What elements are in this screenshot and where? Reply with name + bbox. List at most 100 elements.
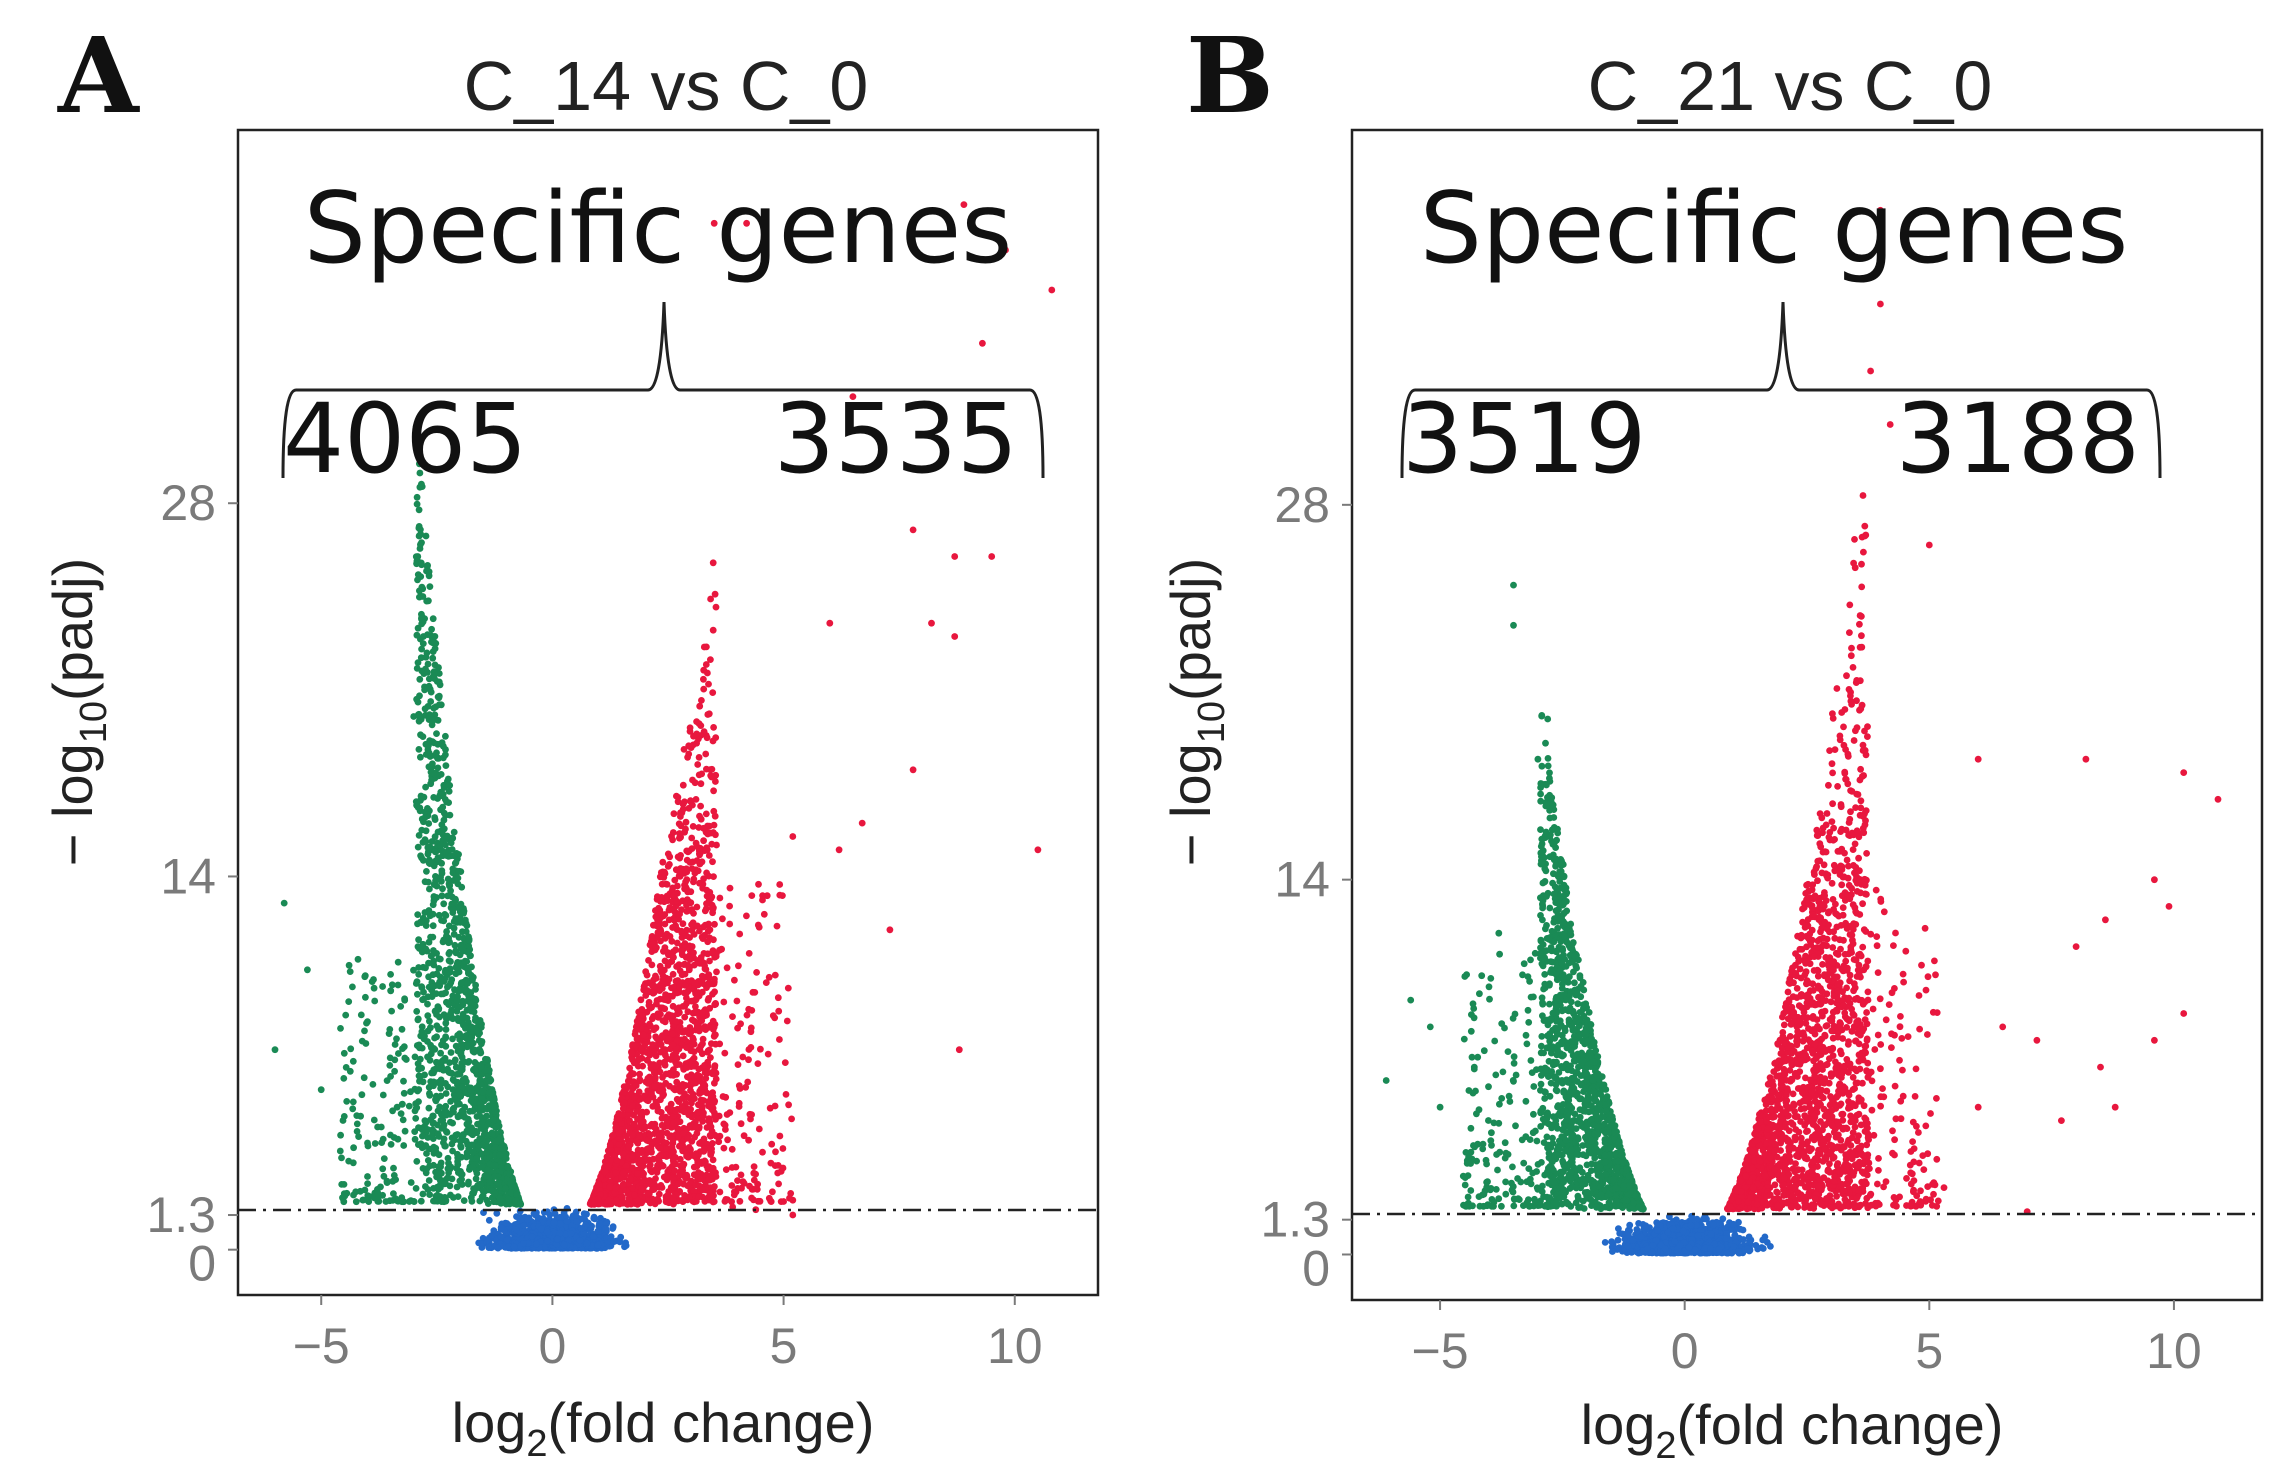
point-down (421, 1071, 428, 1079)
point-up (704, 711, 712, 718)
point-up (690, 1054, 698, 1062)
point-up (646, 1131, 654, 1139)
point-up (737, 1120, 745, 1128)
point-up (706, 1004, 714, 1012)
point-down (456, 1177, 464, 1185)
point-down (416, 692, 423, 700)
point-ns (551, 1210, 559, 1218)
point-up (628, 1049, 636, 1057)
point-down (434, 693, 442, 701)
point-up (740, 1132, 748, 1140)
point-down (442, 762, 450, 769)
point-down (411, 1107, 419, 1115)
point-up (750, 1163, 758, 1170)
point-up (653, 1035, 661, 1042)
point-up (663, 1055, 671, 1062)
point-down (513, 1191, 521, 1198)
point-down (417, 1197, 425, 1205)
point-up (669, 884, 677, 892)
point-down (400, 1142, 408, 1149)
point-down (401, 1127, 409, 1135)
point-down (452, 859, 460, 866)
point-down (424, 684, 432, 692)
point-down (488, 1187, 495, 1194)
point-up (629, 1164, 636, 1172)
point-up (679, 1003, 687, 1010)
point-down (488, 1129, 496, 1137)
point-up (672, 988, 679, 996)
point-down (424, 850, 432, 858)
point-ns (556, 1229, 564, 1237)
point-up (671, 917, 678, 924)
point-up (712, 1040, 719, 1048)
point-down (394, 981, 402, 989)
point-up (708, 840, 716, 848)
point-down (414, 698, 422, 706)
point-up (694, 867, 702, 875)
point-up (639, 1012, 647, 1019)
point-up (666, 861, 673, 868)
point-down (435, 1163, 443, 1171)
point-down (440, 900, 448, 908)
point-down (427, 1024, 434, 1032)
point-up (690, 732, 697, 740)
point-down (450, 1104, 458, 1112)
point-down (440, 1135, 448, 1143)
point-ns (505, 1243, 513, 1250)
point-down (425, 1104, 433, 1112)
point-up (700, 875, 707, 883)
point-down (337, 1131, 344, 1139)
point-down (468, 1034, 475, 1041)
point-up (673, 792, 680, 800)
point-down (411, 1085, 419, 1093)
point-up (700, 824, 707, 832)
point-down (438, 892, 446, 900)
point-up (707, 1151, 715, 1158)
point-up (673, 1005, 681, 1013)
point-down (427, 952, 435, 960)
point-down (345, 961, 353, 969)
point-down (345, 1157, 353, 1165)
point-down (467, 1097, 475, 1105)
point-down (424, 805, 431, 812)
point-up (702, 810, 710, 818)
point-up (619, 1105, 627, 1112)
point-down (482, 1055, 489, 1063)
point-down (463, 958, 471, 965)
point-down (416, 675, 424, 683)
point-up (664, 850, 672, 858)
point-down (472, 986, 479, 993)
point-down (460, 1197, 468, 1204)
point-ns (577, 1225, 585, 1232)
point-up (722, 1196, 730, 1203)
point-down (429, 715, 436, 723)
point-down (417, 716, 425, 723)
point-down (336, 1147, 344, 1155)
point-down (444, 775, 452, 783)
point-ns (533, 1240, 540, 1248)
point-down (397, 1110, 405, 1117)
point-ns (610, 1238, 617, 1245)
point-down (467, 971, 475, 979)
point-down (459, 1033, 467, 1041)
point-up (659, 972, 667, 980)
point-up (673, 1070, 680, 1078)
point-up (700, 837, 707, 845)
point-up (757, 1045, 764, 1053)
point-down (415, 832, 423, 839)
point-up (709, 559, 717, 567)
point-down (447, 1098, 454, 1105)
point-up (755, 880, 762, 888)
point-up (700, 685, 708, 693)
point-down (426, 1091, 434, 1099)
point-down (347, 1045, 355, 1053)
point-down (413, 500, 421, 508)
point-down (415, 936, 422, 944)
point-down (462, 920, 470, 927)
point-ns (597, 1214, 604, 1222)
point-up (619, 1150, 627, 1158)
point-down (360, 1074, 368, 1082)
point-up (679, 920, 687, 928)
point-down (473, 1084, 481, 1091)
point-up (683, 865, 690, 873)
